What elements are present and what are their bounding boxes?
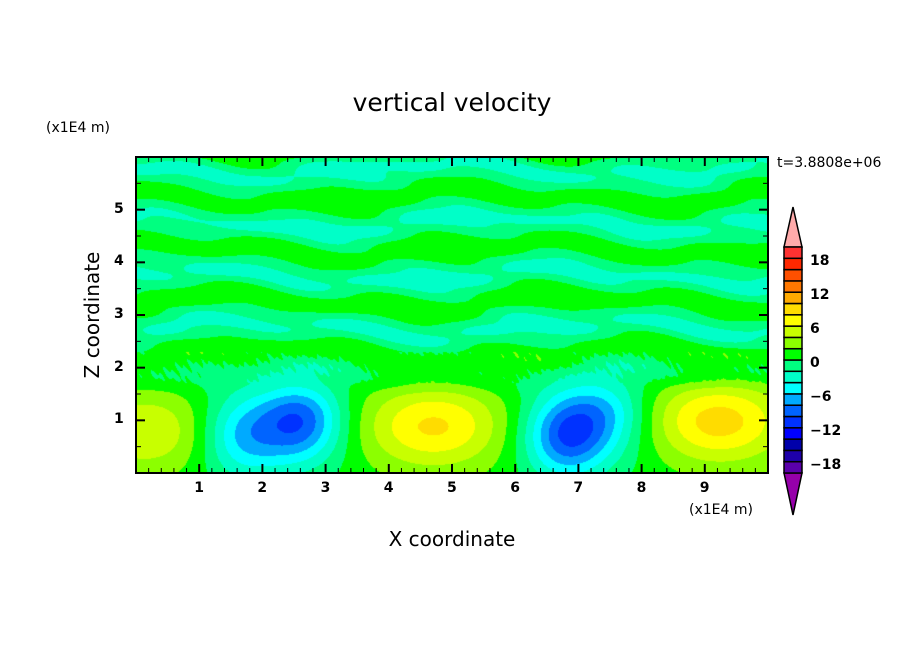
colorbar-tick-label: 0: [810, 355, 820, 371]
x-tick-label: 4: [383, 480, 394, 496]
y-tick-label: 3: [114, 306, 124, 322]
colorbar-swatch: [783, 291, 803, 305]
colorbar-swatch: [783, 280, 803, 293]
colorbar-swatch: [783, 302, 803, 316]
colorbar-swatch: [783, 370, 803, 384]
colorbar-swatch: [783, 415, 803, 429]
colorbar-swatch: [783, 246, 803, 260]
colorbar-tick-label: −6: [810, 388, 832, 405]
chart-title: vertical velocity: [352, 88, 552, 117]
colorbar-swatch: [783, 427, 803, 440]
colorbar-under-triangle: [783, 472, 803, 516]
y-tick-label: 5: [114, 200, 124, 217]
colorbar-swatch: [783, 359, 803, 373]
colorbar-tick-label: 12: [810, 287, 830, 304]
x-tick-label: 8: [636, 480, 647, 496]
colorbar-swatch: [783, 438, 803, 452]
colorbar-over-triangle: [783, 206, 803, 248]
colorbar-tick-label: −12: [810, 422, 842, 439]
colorbar-swatch: [783, 314, 803, 327]
colorbar-tick-label: 6: [810, 321, 820, 338]
y-tick-label: 1: [114, 411, 124, 428]
x-tick-label: 2: [257, 480, 268, 496]
colorbar-swatch: [783, 268, 803, 282]
x-tick-label: 9: [699, 480, 710, 496]
colorbar-swatch: [783, 381, 803, 395]
x-tick-label: 3: [320, 480, 331, 496]
y-tick-label: 4: [114, 253, 124, 270]
colorbar-swatch: [783, 404, 803, 418]
time-label: t=3.8808e+06: [777, 155, 882, 171]
colorbar-swatch: [783, 325, 803, 339]
x-tick-label: 5: [447, 480, 457, 496]
colorbar-swatch: [783, 347, 803, 361]
x-axis-unit: (x1E4 m): [689, 502, 753, 518]
colorbar-swatch: [783, 449, 803, 463]
x-axis-label: X coordinate: [388, 527, 516, 551]
x-tick-label: 1: [194, 480, 204, 496]
colorbar-swatch: [783, 257, 803, 271]
colorbar-swatch: [783, 460, 803, 474]
colorbar-tick-label: 18: [810, 253, 830, 270]
x-tick-label: 7: [573, 480, 584, 496]
y-axis-unit: (x1E4 m): [46, 120, 110, 136]
y-tick-label: 2: [114, 358, 124, 375]
colorbar-tick-label: −18: [810, 456, 842, 473]
colorbar-swatch: [783, 336, 803, 350]
x-tick-label: 6: [510, 480, 520, 496]
plot-frame: [135, 156, 769, 474]
colorbar-swatch: [783, 393, 803, 406]
contour-field: [136, 157, 768, 473]
